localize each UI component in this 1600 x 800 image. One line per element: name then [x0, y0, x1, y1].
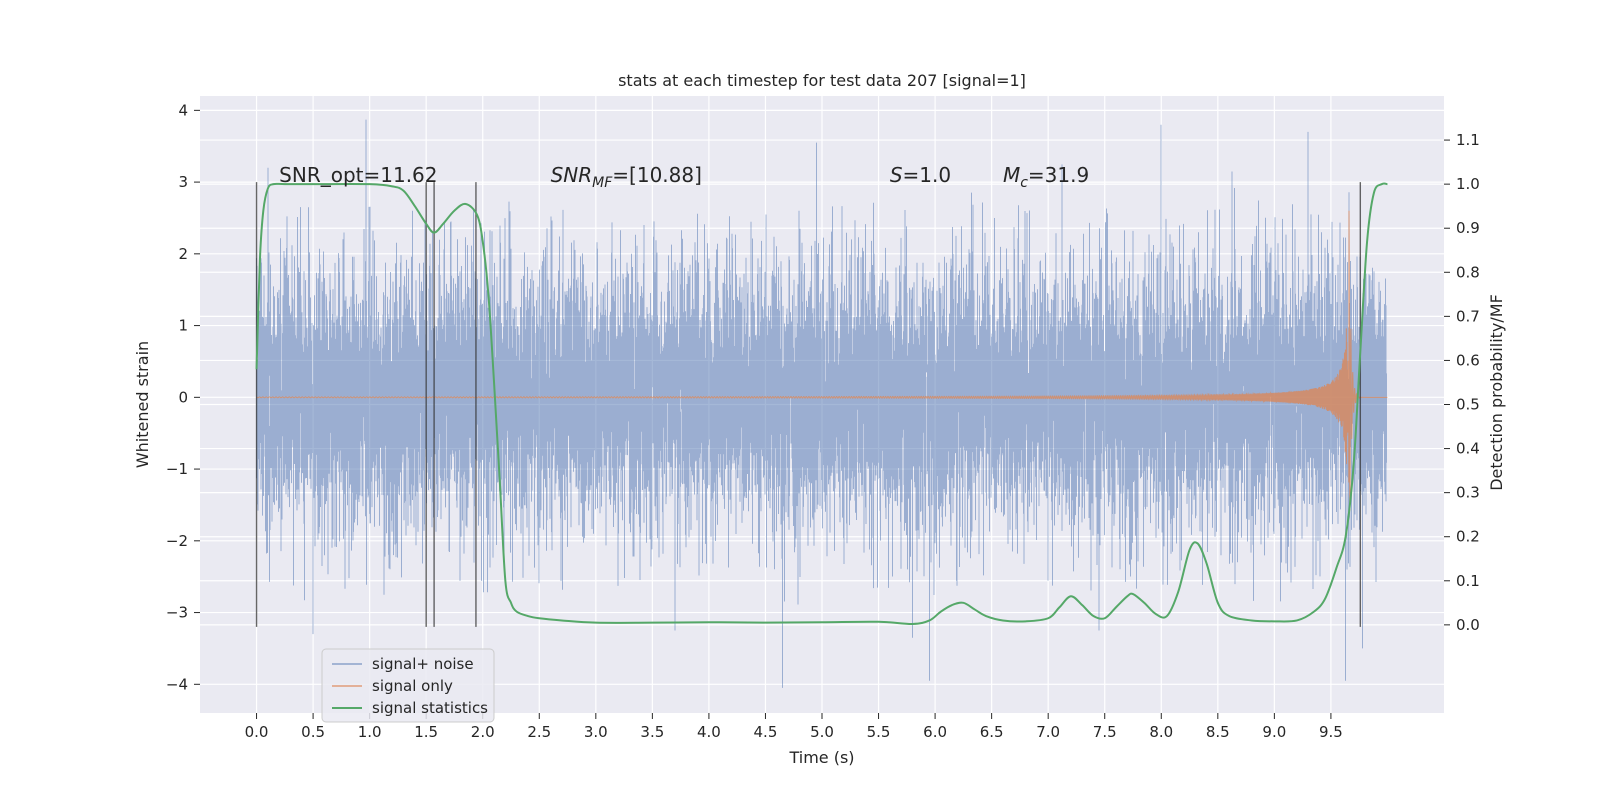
x-tick-label: 1.0 — [358, 723, 382, 741]
y2-tick-label: 1.1 — [1456, 131, 1480, 149]
x-tick-label: 4.5 — [754, 723, 778, 741]
y-tick-label: −2 — [166, 532, 188, 550]
legend-label: signal statistics — [372, 699, 488, 717]
x-tick-label: 5.0 — [810, 723, 834, 741]
y2-tick-label: 0.3 — [1456, 484, 1480, 502]
legend-box — [321, 648, 495, 723]
series-signal-statistics — [255, 182, 1388, 625]
x-tick-label: 0.5 — [301, 723, 325, 741]
x-tick-label: 8.0 — [1149, 723, 1173, 741]
x-tick-label: 4.0 — [697, 723, 721, 741]
x-tick-label: 2.5 — [527, 723, 551, 741]
y2-tick-label: 0.5 — [1456, 396, 1480, 414]
legend-label: signal+ noise — [372, 655, 474, 673]
x-tick-label: 8.5 — [1206, 723, 1230, 741]
y2-tick-label: 0.1 — [1456, 572, 1480, 590]
y-tick-label: 0 — [178, 388, 188, 406]
y2-tick-label: 1.0 — [1456, 175, 1480, 193]
y-axis-label: Whitened strain — [133, 341, 152, 468]
annotation: Mc=31.9 — [1003, 163, 1089, 191]
series-signal-only — [256, 210, 1388, 511]
y-tick-label: 4 — [178, 101, 188, 119]
y-tick-label: 1 — [178, 317, 188, 335]
y2-tick-label: 0.0 — [1456, 616, 1480, 634]
y2-tick-label: 0.4 — [1456, 440, 1480, 458]
y-tick-label: −4 — [166, 675, 188, 693]
annotation: SNRMF=[10.88] — [551, 163, 702, 191]
x-axis-label: Time (s) — [788, 748, 854, 767]
y2-tick-label: 0.6 — [1456, 351, 1480, 369]
x-tick-label: 7.0 — [1036, 723, 1060, 741]
x-tick-label: 6.0 — [923, 723, 947, 741]
x-tick-label: 9.0 — [1262, 723, 1286, 741]
x-tick-label: 0.0 — [245, 723, 269, 741]
x-tick-label: 6.5 — [980, 723, 1004, 741]
x-tick-label: 3.5 — [640, 723, 664, 741]
annotation: SNR_opt=11.62 — [279, 163, 437, 187]
y2-tick-label: 0.8 — [1456, 263, 1480, 281]
y2-tick-label: 0.9 — [1456, 219, 1480, 237]
y2-tick-label: 0.7 — [1456, 307, 1480, 325]
y-tick-label: 2 — [178, 245, 188, 263]
chart-title: stats at each timestep for test data 207… — [618, 71, 1026, 90]
y2-axis-label: Detection probability/MF — [1487, 294, 1506, 491]
y2-tick-label: 0.2 — [1456, 528, 1480, 546]
annotation: S=1.0 — [890, 163, 951, 187]
x-tick-label: 9.5 — [1319, 723, 1343, 741]
legend-label: signal only — [372, 677, 453, 695]
legend: signal+ noise signal only signal statistic… — [321, 648, 495, 723]
y-tick-label: −3 — [166, 604, 188, 622]
x-tick-label: 5.5 — [867, 723, 891, 741]
x-tick-label: 1.5 — [414, 723, 438, 741]
x-tick-label: 7.5 — [1093, 723, 1117, 741]
y-tick-label: 3 — [178, 173, 188, 191]
x-tick-label: 2.0 — [471, 723, 495, 741]
y-tick-label: −1 — [166, 460, 188, 478]
x-tick-label: 3.0 — [584, 723, 608, 741]
